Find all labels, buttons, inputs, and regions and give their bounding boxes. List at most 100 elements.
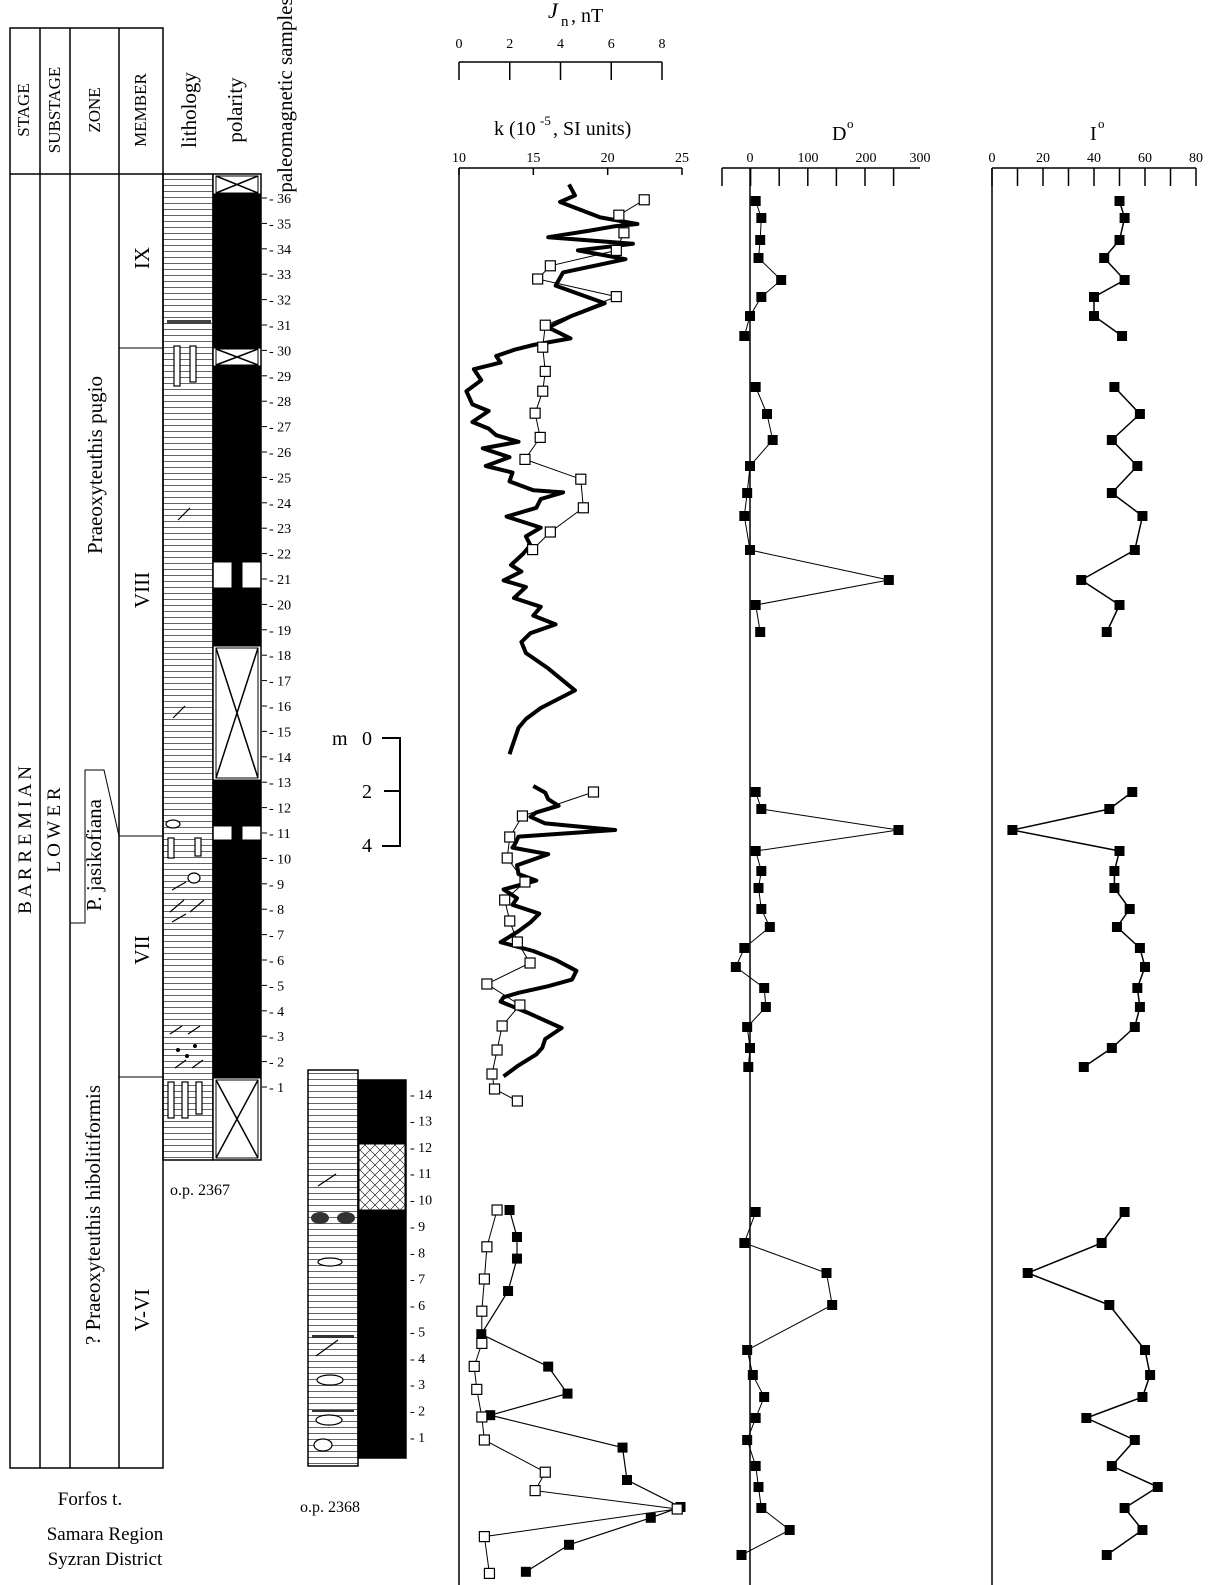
sample-label: - 6 bbox=[269, 954, 284, 969]
axis-tick-label: 40 bbox=[1087, 151, 1101, 166]
jn-title-sub: n bbox=[561, 14, 569, 30]
sample-label: - 7 bbox=[269, 929, 284, 944]
d-point bbox=[784, 1525, 795, 1535]
header-zone: ZONE bbox=[85, 87, 104, 132]
sample-label: - 11 bbox=[269, 827, 291, 842]
header-member: MEMBER bbox=[131, 73, 150, 147]
d-point bbox=[745, 545, 755, 555]
d-point bbox=[742, 1345, 753, 1355]
i-point bbox=[1134, 1002, 1145, 1012]
jn-point bbox=[501, 852, 513, 864]
d-point bbox=[753, 253, 764, 263]
i-point bbox=[1104, 804, 1115, 814]
k-point bbox=[621, 1475, 632, 1485]
header-stage: STAGE bbox=[14, 83, 33, 136]
d-point bbox=[739, 1238, 750, 1248]
jn-point bbox=[577, 502, 589, 514]
sample-label: - 12 bbox=[269, 802, 291, 817]
i-point bbox=[1119, 1503, 1130, 1513]
d-point bbox=[739, 331, 750, 341]
jn-point bbox=[499, 894, 511, 906]
sample-label: - 24 bbox=[269, 497, 291, 512]
d-line bbox=[741, 1211, 833, 1556]
jn-point bbox=[483, 1567, 496, 1580]
polarity-column-2368 bbox=[357, 1079, 407, 1459]
i-point bbox=[1137, 1392, 1148, 1402]
header-substage: SUBSTAGE bbox=[45, 67, 64, 154]
d-point bbox=[767, 435, 778, 445]
section-label-2368: o.p. 2368 bbox=[300, 1499, 360, 1516]
sample-label: - 3 bbox=[410, 1378, 425, 1393]
i-point bbox=[1140, 1345, 1150, 1355]
sample-label: - 4 bbox=[410, 1352, 425, 1367]
i-point bbox=[1119, 1207, 1130, 1217]
jn-point bbox=[532, 273, 544, 285]
sample-label: - 14 bbox=[269, 751, 291, 766]
sample-label: - 26 bbox=[269, 446, 291, 461]
d-point bbox=[742, 1435, 753, 1445]
scale-bar: m 0 2 4 bbox=[332, 728, 401, 857]
caption-district: Syzran District bbox=[48, 1549, 163, 1570]
k-point bbox=[520, 1566, 531, 1577]
i-title-sup: o bbox=[1098, 116, 1105, 131]
k-curves bbox=[464, 183, 686, 1577]
i-point bbox=[1140, 962, 1150, 972]
jn-point bbox=[481, 1241, 493, 1253]
i-point bbox=[1101, 627, 1112, 637]
jn-point bbox=[613, 209, 625, 221]
i-point bbox=[1109, 866, 1120, 876]
header-polarity: polarity bbox=[223, 77, 247, 143]
i-point bbox=[1152, 1482, 1163, 1492]
i-point bbox=[1137, 511, 1148, 521]
d-point bbox=[756, 904, 767, 914]
sample-label: - 16 bbox=[269, 700, 291, 715]
d-title: D bbox=[832, 123, 846, 145]
sample-label: - 12 bbox=[410, 1141, 432, 1156]
sample-label: - 32 bbox=[269, 294, 291, 309]
d-point bbox=[750, 382, 761, 392]
i-point bbox=[1109, 883, 1120, 893]
i-point bbox=[1022, 1268, 1033, 1278]
sample-label: - 10 bbox=[410, 1194, 432, 1209]
d-point bbox=[747, 1370, 758, 1380]
i-title: I bbox=[1090, 123, 1097, 145]
i-point bbox=[1129, 1022, 1140, 1032]
sample-label: - 36 bbox=[269, 192, 291, 207]
sample-label: - 3 bbox=[269, 1030, 284, 1045]
d-point bbox=[750, 600, 761, 610]
k-line bbox=[498, 784, 618, 1079]
member-label-ix: IX bbox=[130, 247, 154, 269]
d-point bbox=[742, 488, 753, 498]
d-point bbox=[776, 275, 787, 285]
i-point bbox=[1137, 1525, 1148, 1535]
jn-point bbox=[496, 1020, 508, 1032]
d-point bbox=[756, 866, 767, 876]
jn-point bbox=[610, 244, 622, 256]
d-point bbox=[764, 922, 775, 932]
member-label-v-vi: V-VI bbox=[130, 1289, 154, 1331]
i-point bbox=[1106, 1043, 1117, 1053]
sample-label: - 1 bbox=[410, 1431, 425, 1446]
i-point bbox=[1096, 1238, 1107, 1248]
k-axis: k (10 -5 , SI units) 10 15 20 25 bbox=[452, 113, 689, 1585]
d-point bbox=[762, 409, 772, 419]
jn-point bbox=[476, 1305, 488, 1317]
i-point bbox=[1134, 409, 1145, 419]
i-points bbox=[1007, 196, 1163, 1560]
d-point bbox=[821, 1268, 832, 1278]
jn-point bbox=[529, 407, 541, 419]
d-point bbox=[755, 627, 766, 637]
sample-label: - 2 bbox=[269, 1056, 284, 1071]
d-point bbox=[750, 787, 761, 797]
d-point bbox=[756, 804, 767, 814]
section-label-2367: o.p. 2367 bbox=[170, 1182, 230, 1199]
sample-label: - 34 bbox=[269, 243, 291, 258]
scale-tick-2: 2 bbox=[362, 781, 372, 803]
sample-label: - 8 bbox=[269, 903, 284, 918]
k-point bbox=[485, 1410, 496, 1421]
axis-tick-label: 4 bbox=[557, 37, 564, 52]
jn-point bbox=[539, 365, 551, 377]
d-title-sup: o bbox=[847, 116, 854, 131]
jn-point bbox=[468, 1360, 480, 1373]
jn-point bbox=[587, 786, 600, 798]
